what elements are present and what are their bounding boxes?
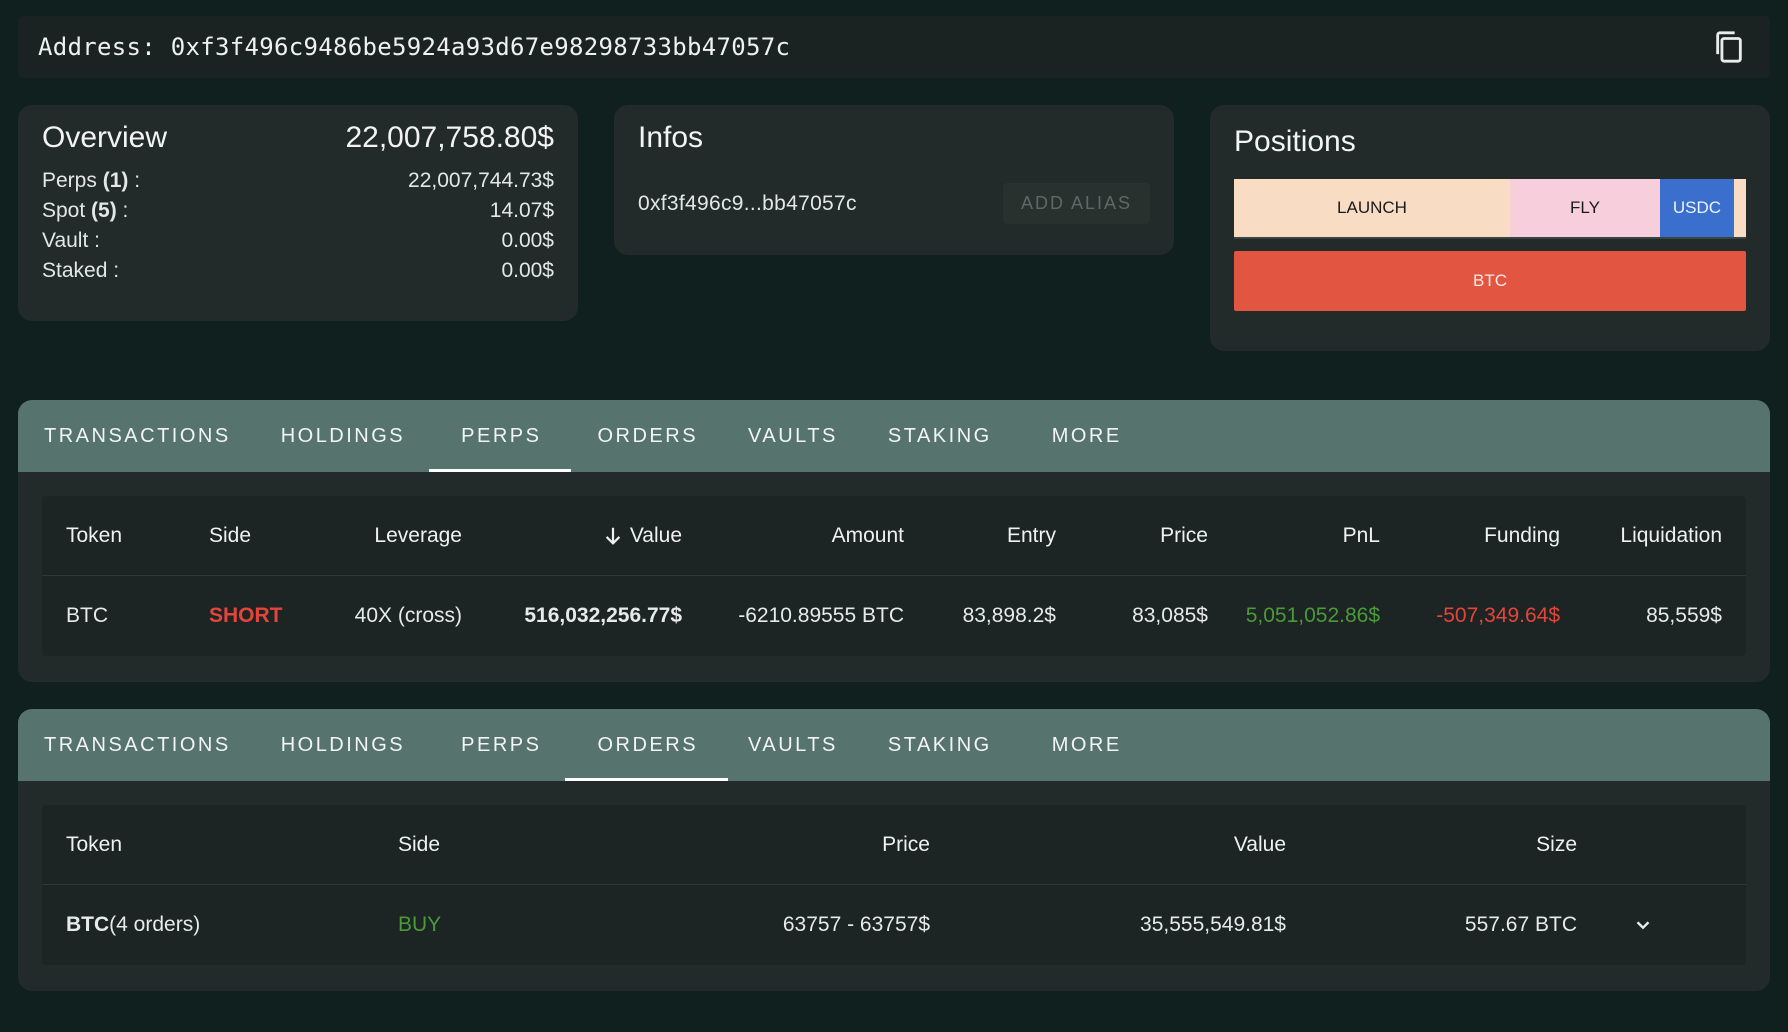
overview-value-perps: 22,007,744.73$ xyxy=(408,169,554,192)
overview-row-staked: Staked : 0.00$ xyxy=(42,259,554,289)
tab-transactions[interactable]: TRANSACTIONS xyxy=(44,733,231,756)
overview-title: Overview xyxy=(42,121,168,154)
tab-staking[interactable]: STAKING xyxy=(887,424,992,447)
row-amount: -6210.89555 BTC xyxy=(738,604,904,627)
tab-perps[interactable]: PERPS xyxy=(429,400,572,472)
orders-panel: TRANSACTIONS HOLDINGS PERPS ORDERS VAULT… xyxy=(18,709,1770,991)
col-pnl[interactable]: PnL xyxy=(1342,524,1380,547)
tab-bar: TRANSACTIONS HOLDINGS PERPS ORDERS VAULT… xyxy=(18,709,1770,781)
tab-perps[interactable]: PERPS xyxy=(461,733,542,756)
sort-down-icon xyxy=(605,527,621,545)
perps-panel: TRANSACTIONS HOLDINGS PERPS ORDERS VAULT… xyxy=(18,400,1770,682)
tab-bar: TRANSACTIONS HOLDINGS PERPS ORDERS VAULT… xyxy=(18,400,1770,472)
tab-orders[interactable]: ORDERS xyxy=(565,709,728,781)
chevron-down-icon[interactable] xyxy=(1632,914,1654,936)
address-text: Address: 0xf3f496c9486be5924a93d67e98298… xyxy=(38,33,791,61)
expand-row[interactable] xyxy=(1632,885,1654,965)
row-side: SHORT xyxy=(209,604,283,627)
row-funding: -507,349.64$ xyxy=(1436,604,1560,627)
positions-card: Positions LAUNCH FLY USDC BTC xyxy=(1210,105,1770,351)
col-side[interactable]: Side xyxy=(398,833,441,856)
tab-more[interactable]: MORE xyxy=(1051,733,1122,756)
table-header: Token Side Price Value Size xyxy=(42,805,1746,885)
col-price[interactable]: Price xyxy=(1160,524,1208,547)
col-side[interactable]: Side xyxy=(209,524,252,547)
copy-icon[interactable] xyxy=(1712,30,1746,64)
overview-value-vault: 0.00$ xyxy=(501,229,554,252)
overview-value-spot: 14.07$ xyxy=(489,199,554,222)
tab-holdings[interactable]: HOLDINGS xyxy=(280,733,406,756)
table-row[interactable]: BTC SHORT 40X (cross) 516,032,256.77$ -6… xyxy=(42,576,1746,656)
col-token[interactable]: Token xyxy=(66,524,123,547)
address-bar: Address: 0xf3f496c9486be5924a93d67e98298… xyxy=(18,16,1770,78)
row-value: 35,555,549.81$ xyxy=(1140,913,1286,936)
overview-total: 22,007,758.80$ xyxy=(345,121,554,154)
row-pnl: 5,051,052.86$ xyxy=(1245,604,1380,627)
col-size[interactable]: Size xyxy=(1536,833,1577,856)
infos-title: Infos xyxy=(638,121,704,154)
position-fly[interactable]: FLY xyxy=(1510,179,1660,237)
tab-transactions[interactable]: TRANSACTIONS xyxy=(44,424,231,447)
tab-staking[interactable]: STAKING xyxy=(887,733,992,756)
row-leverage: 40X (cross) xyxy=(354,604,462,627)
table-row[interactable]: BTC (4 orders) BUY 63757 - 63757$ 35,555,… xyxy=(42,885,1746,965)
col-entry[interactable]: Entry xyxy=(1006,524,1056,547)
row-token: BTC xyxy=(66,604,108,627)
row-price: 83,085$ xyxy=(1132,604,1208,627)
col-value[interactable]: Value xyxy=(1233,833,1286,856)
col-leverage[interactable]: Leverage xyxy=(374,524,462,547)
tab-vaults[interactable]: VAULTS xyxy=(748,733,838,756)
row-token: BTC (4 orders) xyxy=(66,913,201,936)
overview-card: Overview 22,007,758.80$ Perps (1) : 22,0… xyxy=(18,105,578,321)
tab-vaults[interactable]: VAULTS xyxy=(748,424,838,447)
overview-row-vault: Vault : 0.00$ xyxy=(42,229,554,259)
position-launch[interactable]: LAUNCH xyxy=(1234,179,1510,237)
row-entry: 83,898.2$ xyxy=(962,604,1056,627)
col-value[interactable]: Value xyxy=(602,496,682,576)
tab-more[interactable]: MORE xyxy=(1051,424,1122,447)
col-token[interactable]: Token xyxy=(66,833,123,856)
overview-row-perps: Perps (1) : 22,007,744.73$ xyxy=(42,169,554,199)
tab-holdings[interactable]: HOLDINGS xyxy=(280,424,406,447)
overview-value-staked: 0.00$ xyxy=(501,259,554,282)
short-address: 0xf3f496c9...bb47057c xyxy=(638,191,857,215)
tab-orders[interactable]: ORDERS xyxy=(597,424,699,447)
col-liquidation[interactable]: Liquidation xyxy=(1620,524,1722,547)
table-header: Token Side Leverage Value Amount Entry P… xyxy=(42,496,1746,576)
row-price: 63757 - 63757$ xyxy=(782,913,930,936)
row-value: 516,032,256.77$ xyxy=(524,604,682,627)
overview-row-spot: Spot (5) : 14.07$ xyxy=(42,199,554,229)
position-other[interactable] xyxy=(1734,179,1746,237)
perps-table: Token Side Leverage Value Amount Entry P… xyxy=(42,496,1746,656)
row-side: BUY xyxy=(398,913,442,936)
col-funding[interactable]: Funding xyxy=(1484,524,1560,547)
positions-title: Positions xyxy=(1234,125,1356,158)
row-liquidation: 85,559$ xyxy=(1646,604,1722,627)
col-amount[interactable]: Amount xyxy=(831,524,904,547)
positions-long-bar: LAUNCH FLY USDC xyxy=(1234,179,1746,239)
position-btc[interactable]: BTC xyxy=(1234,251,1746,311)
col-price[interactable]: Price xyxy=(882,833,930,856)
address-value: 0xf3f496c9486be5924a93d67e98298733bb4705… xyxy=(170,33,791,61)
infos-card: Infos 0xf3f496c9...bb47057c ADD ALIAS xyxy=(614,105,1174,255)
row-size: 557.67 BTC xyxy=(1464,913,1577,936)
position-usdc[interactable]: USDC xyxy=(1660,179,1734,237)
add-alias-button[interactable]: ADD ALIAS xyxy=(1002,183,1150,224)
orders-table: Token Side Price Value Size BTC (4 orders… xyxy=(42,805,1746,965)
